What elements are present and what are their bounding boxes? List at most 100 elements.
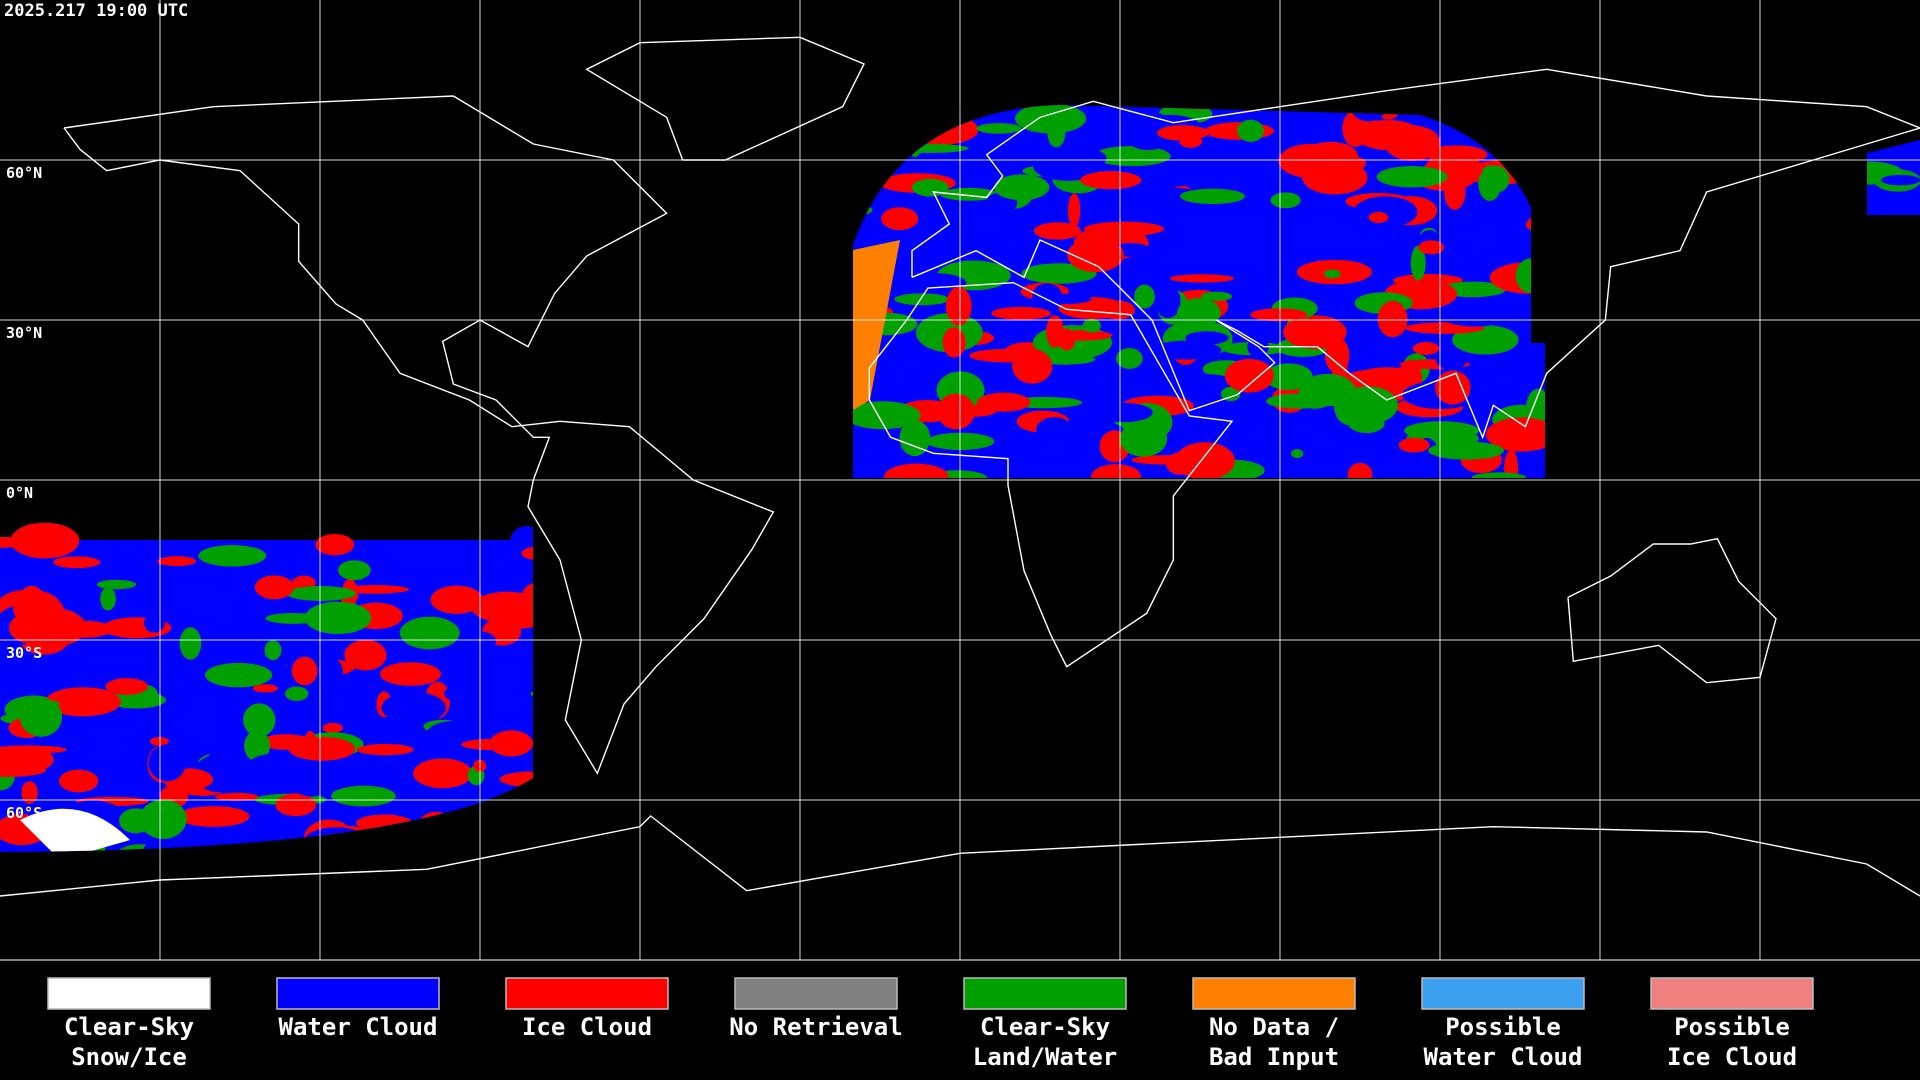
cloud-patch (426, 649, 490, 682)
cloud-patch (1237, 119, 1264, 143)
cloud-patch (444, 683, 497, 705)
no-data-patch (853, 240, 900, 410)
cloud-patch (1368, 211, 1389, 223)
cloud-patch (1150, 340, 1222, 360)
legend-label: Water Cloud (279, 1013, 438, 1041)
cloud-patch (1437, 204, 1486, 243)
cloud-patch (1183, 166, 1244, 194)
cloud-patch (214, 792, 259, 801)
cloud-patch (291, 656, 318, 686)
cloud-patch (252, 684, 278, 693)
cloud-patch (331, 785, 396, 807)
cloud-patch (993, 174, 1050, 201)
cloud-patch (1377, 300, 1408, 338)
cloud-patch (976, 392, 1031, 412)
legend-swatch (963, 977, 1127, 1010)
cloud-patch (509, 627, 533, 647)
cloud-patch (204, 712, 232, 745)
cloud-patch (207, 746, 249, 777)
legend-swatch (1421, 977, 1585, 1010)
swath (853, 105, 1545, 478)
cloud-patch (1347, 462, 1373, 478)
cloud-patch (131, 555, 162, 585)
cloud-patch (1268, 427, 1288, 438)
cloud-patch (1410, 245, 1426, 281)
cloud-patch (507, 702, 533, 734)
cloud-patch (105, 678, 148, 695)
legend-swatch (1650, 977, 1814, 1010)
cloud-patch (1021, 263, 1097, 284)
cloud-patch (149, 736, 169, 746)
cloud-patch (322, 722, 343, 733)
cloud-patch (53, 556, 101, 569)
cloud-patch (1091, 464, 1142, 478)
cloud-patch (399, 616, 460, 650)
cloud-patch (1428, 441, 1505, 460)
cloud-patch (1134, 284, 1155, 309)
cloud-patch (461, 738, 522, 751)
cloud-patch (100, 587, 116, 611)
cloud-patch (937, 393, 975, 430)
cloud-patch (894, 293, 950, 306)
cloud-patch (381, 691, 446, 724)
swath (1867, 140, 1920, 215)
cloud-patch (1364, 367, 1410, 377)
cloud-patch (1115, 348, 1143, 369)
cloud-patch (45, 687, 121, 717)
cloud-patch (1119, 421, 1168, 457)
cloud-patch (288, 736, 356, 761)
cloud-patch (340, 585, 410, 594)
cloud-patch (1438, 300, 1513, 327)
timestamp: 2025.217 19:00 UTC (4, 1, 188, 21)
cloud-patch (1084, 221, 1164, 237)
cloud-patch (246, 753, 298, 783)
cloud-patch (1435, 350, 1468, 370)
legend-label: Land/Water (973, 1043, 1118, 1071)
cloud-patch (356, 743, 414, 756)
cloud-patch (157, 556, 197, 567)
swath (0, 522, 533, 852)
cloud-patch (1121, 111, 1176, 151)
cloud-patch (1485, 417, 1545, 452)
legend-label: Clear-Sky (64, 1013, 194, 1041)
cloud-patch (56, 620, 113, 638)
legend-label: No Data / (1209, 1013, 1339, 1041)
cloud-patch (1219, 203, 1248, 217)
cloud-patch (881, 207, 919, 231)
cloud-patch (1057, 328, 1076, 351)
cloud-patch (1301, 373, 1355, 407)
cloud-patch (16, 566, 35, 576)
legend-label: Water Cloud (1424, 1043, 1583, 1071)
cloud-patch (430, 585, 483, 614)
latitude-label: 0°N (6, 484, 33, 502)
coastlines (0, 36, 1920, 897)
latitude-label: 30°N (6, 324, 42, 342)
cloud-patch (1317, 203, 1359, 232)
cloud-patch (1506, 360, 1545, 375)
cloud-patch (1435, 370, 1471, 405)
cloud-patch (284, 686, 309, 701)
cloud-patch (380, 662, 441, 686)
cloud-patch (1082, 318, 1101, 333)
cloud-patch (471, 591, 533, 623)
cloud-patch (1471, 472, 1527, 478)
cloud-patch (58, 769, 99, 793)
cloud-patch (10, 522, 80, 559)
cloud-patch (244, 730, 270, 762)
cloud-patch (1264, 363, 1313, 391)
cloud-patch (264, 640, 282, 661)
cloud-patch (1270, 192, 1301, 209)
cloud-patch (1156, 125, 1209, 141)
cloud-patch (976, 123, 1022, 134)
legend-label: Clear-Sky (980, 1013, 1110, 1041)
cloud-patch (991, 306, 1051, 320)
cloud-patch (243, 703, 276, 737)
legend-swatch (47, 977, 211, 1010)
legend-swatch (1192, 977, 1356, 1010)
cloud-patch (144, 613, 165, 633)
cloud-patch (1324, 337, 1350, 374)
cloud-patch (304, 601, 372, 635)
